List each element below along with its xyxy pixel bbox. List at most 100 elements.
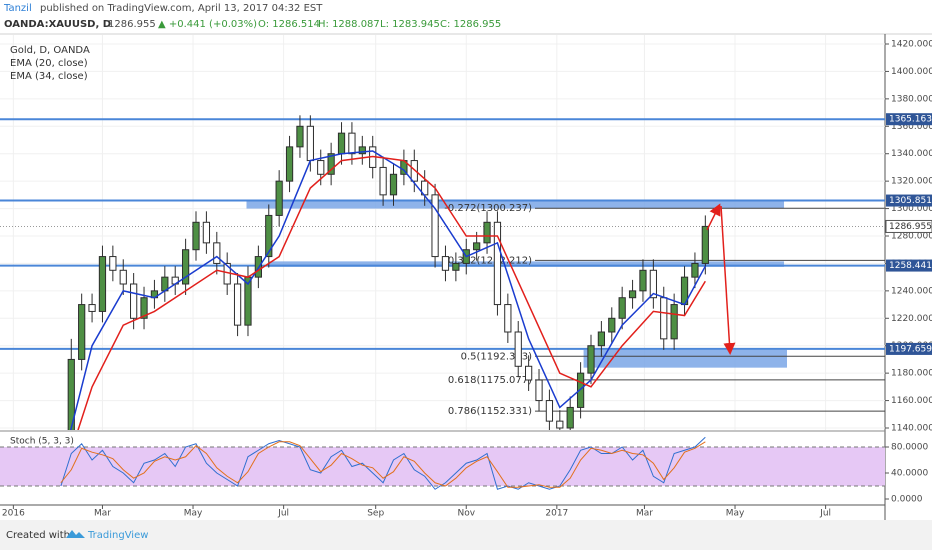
- x-tick-label: 2017: [545, 509, 568, 519]
- candle-body: [130, 283, 138, 319]
- ohlc-low: L: 1283.945: [380, 19, 440, 30]
- candle-body: [649, 269, 657, 299]
- candle-body: [109, 256, 117, 271]
- candle-body: [597, 331, 606, 347]
- fib-label: 0.786(1152.331): [448, 406, 532, 417]
- ema-line: [69, 150, 706, 430]
- candle-body: [379, 166, 387, 196]
- candle-body: [660, 297, 668, 340]
- candle-body: [618, 297, 626, 319]
- stoch-title: Stoch (5, 3, 3): [10, 437, 74, 447]
- author[interactable]: Tanzil: [3, 3, 32, 14]
- candle-body: [473, 242, 481, 251]
- candle-body: [306, 125, 314, 162]
- candle-body: [317, 160, 325, 175]
- candle-body: [410, 160, 418, 182]
- level-label: 1258.441: [889, 261, 932, 271]
- fib-label: 0.5(1192.313): [461, 351, 533, 362]
- candle-body: [233, 283, 242, 326]
- candle-body: [202, 221, 211, 244]
- fib-label: 0.618(1175.077): [448, 375, 532, 386]
- stoch-tick-label: 0.0000: [891, 495, 923, 505]
- axes: 1140.0001160.0001180.0001200.0001220.000…: [2, 40, 932, 519]
- fib-label: -0.272(1300.237): [444, 203, 532, 214]
- x-tick-label: Sep: [367, 509, 384, 519]
- x-tick-label: Mar: [636, 509, 653, 519]
- x-tick-label: Nov: [457, 509, 475, 519]
- zone: [246, 200, 785, 209]
- y-tick-label: 1420.000: [891, 40, 932, 50]
- x-tick-label: Jul: [277, 509, 289, 519]
- candle-body: [701, 225, 709, 264]
- candle-body: [587, 345, 595, 374]
- candle-body: [639, 269, 647, 292]
- candle-body: [88, 304, 96, 312]
- level-tag: [886, 194, 932, 207]
- candle-body: [275, 180, 283, 216]
- footer-created: Created with: [6, 530, 70, 541]
- stoch-tick-label: 80.0000: [891, 443, 928, 453]
- candle-body: [119, 269, 127, 285]
- candle-body: [358, 146, 366, 155]
- footer: [0, 520, 932, 550]
- y-tick-label: 1140.000: [891, 424, 932, 434]
- y-tick-label: 1160.000: [891, 396, 932, 406]
- candle-body: [337, 132, 346, 155]
- y-tick-label: 1280.000: [891, 232, 932, 242]
- candle-body: [691, 262, 699, 278]
- published: published on TradingView.com, April 13, …: [40, 3, 323, 14]
- last: 1286.955: [108, 19, 156, 30]
- y-tick-label: 1360.000: [891, 122, 932, 132]
- candle-body: [296, 125, 304, 148]
- y-tick-label: 1240.000: [891, 286, 932, 296]
- candle-body: [670, 304, 678, 340]
- candle-body: [181, 249, 190, 285]
- legend-entry: Gold, D, OANDA: [10, 45, 90, 56]
- y-tick-label: 1380.000: [891, 94, 932, 104]
- candle-body: [431, 194, 439, 258]
- y-tick-label: 1320.000: [891, 177, 932, 187]
- level-tag: [886, 113, 932, 126]
- zone: [583, 349, 787, 368]
- footer-brand[interactable]: TradingView: [87, 530, 148, 541]
- stoch-band: [0, 447, 885, 486]
- candle-body: [504, 304, 512, 333]
- candle-body: [348, 132, 356, 155]
- candle-body: [545, 400, 554, 422]
- candle-body: [192, 221, 200, 251]
- legend-entry: EMA (20, close): [10, 58, 88, 69]
- x-tick-label: Mar: [94, 509, 111, 519]
- candle-body: [556, 420, 564, 429]
- level-tag: [886, 259, 932, 272]
- candle-body: [67, 358, 75, 430]
- stoch-tick-label: 40.0000: [891, 469, 928, 479]
- ohlc-high: H: 1288.087: [318, 19, 380, 30]
- y-tick-label: 1220.000: [891, 314, 932, 324]
- candle-body: [525, 365, 533, 381]
- candle-body: [78, 304, 86, 360]
- main-pane: -0.272(1300.237) 0.382(1262.212) 0.5(1192.…: [0, 35, 885, 430]
- candle-body: [213, 242, 221, 264]
- candle-body: [576, 372, 585, 408]
- symbol: OANDA:XAUUSD, D: [4, 19, 111, 30]
- candle-body: [566, 406, 574, 429]
- level-label: 1197.659: [889, 344, 932, 354]
- x-tick-label: 2016: [2, 509, 25, 519]
- y-tick-label: 1340.000: [891, 149, 932, 159]
- candle-body: [628, 290, 637, 299]
- last-price-label: 1286.955: [889, 222, 932, 232]
- stoch-pane: [0, 436, 885, 490]
- ohlc-open: O: 1286.514: [258, 19, 320, 30]
- level-label: 1305.851: [889, 196, 932, 206]
- candle-body: [98, 256, 107, 312]
- y-tick-label: 1400.000: [891, 67, 932, 77]
- level-tag: [886, 342, 932, 355]
- arrow-down: [720, 205, 736, 355]
- logo: [66, 530, 85, 538]
- candle-body: [535, 379, 543, 402]
- candle-body: [441, 256, 450, 271]
- zone: [268, 261, 785, 267]
- y-tick-label: 1180.000: [891, 369, 932, 379]
